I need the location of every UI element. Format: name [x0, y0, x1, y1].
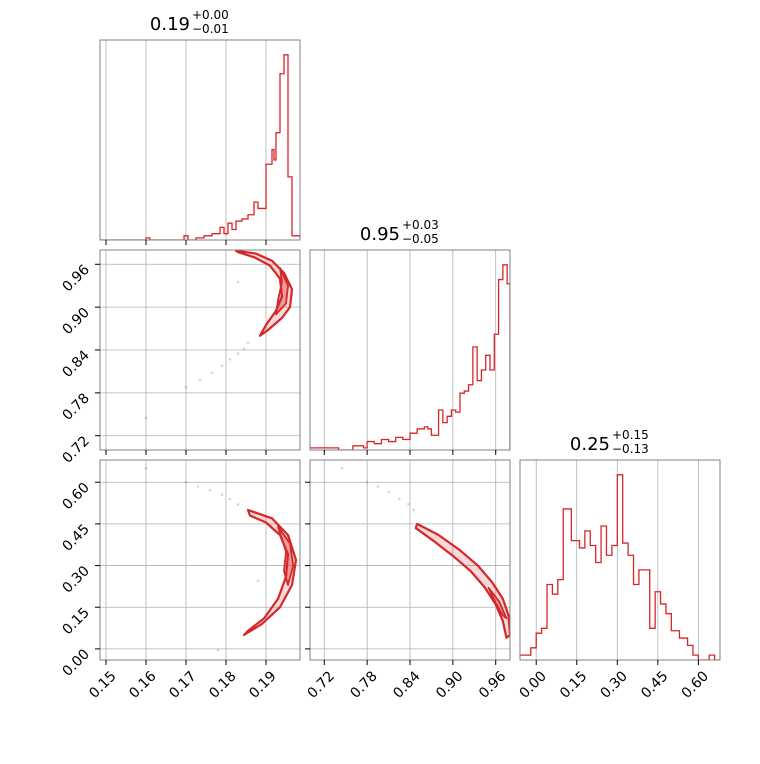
contour-1-0-scatter-point-6 [246, 341, 250, 345]
contour-2-0-scatter-point-7 [144, 467, 148, 470]
hist-2-panel: 0.00 0.15 0.30 0.45 0.60 0.25 +0.15−0.13 [516, 428, 721, 702]
hist-1-title-lower: −0.05 [402, 232, 439, 246]
hist-0-histogram-step [100, 54, 300, 240]
contour-1-0-scatter-point-3 [228, 357, 232, 361]
contour-2-0-scatter-point-3 [220, 493, 224, 497]
contour-2-0-frame [99, 459, 301, 661]
contour-2-0-ytick-label-3: 0.45 [59, 521, 92, 554]
hist-2-histogram-step [520, 474, 720, 660]
contour-1-0-ytick-label-4: 0.96 [59, 262, 92, 295]
contour-2-0-scatter-point-8 [256, 579, 260, 583]
contour-2-0-scatter-point-6 [216, 648, 220, 652]
contour-2-0-scatter-point-0 [184, 480, 188, 484]
contour-2-0-xtick-label-0: 0.15 [86, 668, 119, 701]
contour-2-1-plot-area [340, 467, 510, 639]
contour-2-1-scatter-point-0 [365, 480, 369, 484]
contour-2-0-scatter-point-5 [236, 503, 240, 506]
contour-2-1-scatter-point-5 [340, 467, 344, 470]
contour-2-0-ytick-label-1: 0.15 [59, 605, 92, 638]
contour-1-0-scatter-point-0 [198, 378, 202, 382]
contour-2-0-xtick-label-1: 0.16 [126, 668, 159, 701]
contour-2-1-scatter-point-3 [397, 497, 401, 501]
contour-2-0-scatter-point-1 [196, 485, 200, 488]
contour-1-0-ytick-label-0: 0.72 [59, 433, 92, 466]
hist-0-title-lower: −0.01 [192, 22, 229, 36]
hist-2-title-value: 0.25 [570, 434, 610, 455]
hist-1-title-value: 0.95 [360, 224, 400, 245]
contour-2-1-panel: 0.72 0.78 0.84 0.90 0.96 [305, 459, 511, 702]
contour-2-0-ytick-label-4: 0.60 [59, 480, 92, 513]
contour-2-1-xtick-label-1: 0.78 [347, 668, 380, 701]
hist-2-title-upper: +0.15 [612, 428, 649, 442]
hist-1-plot-area [310, 264, 510, 450]
hist-2-xtick-label-4: 0.60 [679, 668, 712, 701]
contour-2-0-xtick-label-4: 0.19 [246, 668, 279, 701]
contour-2-1-xtick-label-3: 0.90 [433, 668, 466, 701]
hist-2-xtick-label-3: 0.45 [638, 668, 671, 701]
contour-1-0-scatter-point-2 [220, 364, 224, 368]
contour-1-0-ytick-label-3: 0.90 [59, 305, 92, 338]
hist-0-panel: 0.19 +0.00−0.01 [99, 8, 301, 245]
contour-2-1-scatter-point-1 [376, 485, 380, 488]
contour-2-1-xtick-label-2: 0.84 [390, 668, 423, 701]
contour-1-0-panel: 0.72 0.78 0.84 0.90 0.96 [59, 249, 301, 467]
hist-1-title-upper: +0.03 [402, 218, 439, 232]
contour-2-1-scatter-point-4 [407, 503, 410, 506]
contour-1-0-scatter-point-9 [236, 280, 240, 284]
hist-1-panel: 0.95 +0.03−0.05 [309, 218, 511, 455]
contour-2-1-contour-outer [414, 522, 510, 639]
contour-1-0-scatter-point-7 [184, 385, 188, 389]
contour-2-0-panel: 0.15 0.16 0.17 0.18 0.190.000.150.300.450.60 [59, 459, 301, 702]
contour-2-0-scatter-point-4 [228, 497, 232, 501]
contour-1-0-scatter-point-5 [242, 347, 246, 350]
hist-2-plot-area [520, 474, 720, 660]
contour-1-0-scatter-point-8 [144, 416, 148, 420]
contour-2-1-xtick-label-4: 0.96 [476, 668, 509, 701]
contour-2-0-scatter-point-2 [208, 489, 212, 492]
contour-2-0-contour-inner [277, 525, 295, 586]
contour-1-0-contour-inner [275, 266, 289, 316]
contour-1-0-ytick-label-2: 0.84 [59, 347, 92, 380]
hist-2-frame [519, 459, 721, 661]
hist-1-histogram-step [310, 264, 510, 450]
contour-2-1-contour-inner [487, 586, 508, 620]
hist-0-plot-area [100, 54, 300, 240]
contour-2-0-xtick-label-2: 0.17 [166, 668, 199, 701]
contour-1-0-scatter-point-4 [236, 352, 240, 355]
contour-2-1-xtick-label-0: 0.72 [305, 668, 338, 701]
hist-2-xtick-label-0: 0.00 [516, 668, 549, 701]
hist-2-title-lower: −0.13 [612, 442, 649, 456]
hist-0-title-value: 0.19 [150, 14, 190, 35]
hist-2-xtick-label-2: 0.30 [598, 668, 631, 701]
contour-2-0-ytick-label-2: 0.30 [59, 563, 92, 596]
contour-2-0-ytick-label-0: 0.00 [59, 646, 92, 679]
hist-2-xtick-label-1: 0.15 [557, 668, 590, 701]
hist-0-title-upper: +0.00 [192, 8, 229, 22]
contour-2-1-scatter-point-6 [412, 508, 415, 512]
contour-1-0-ytick-label-1: 0.78 [59, 390, 92, 423]
contour-1-0-plot-area [144, 250, 294, 420]
hist-0-frame [99, 39, 301, 241]
contour-1-0-scatter-point-1 [210, 371, 214, 375]
contour-2-0-plot-area [144, 467, 298, 652]
contour-2-0-xtick-label-3: 0.18 [206, 668, 239, 701]
contour-2-1-scatter-point-2 [387, 490, 390, 494]
